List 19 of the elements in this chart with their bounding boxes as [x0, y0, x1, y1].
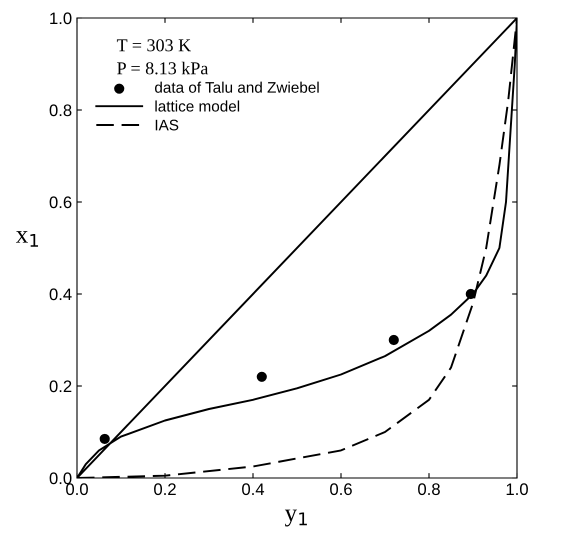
- x-tick-label: 1.0: [506, 483, 528, 496]
- annotation: P = 8.13 kPa: [117, 62, 208, 74]
- y-tick-label: 0.2: [50, 380, 72, 392]
- y-tick-label: 0.0: [50, 472, 72, 484]
- legend-label: IAS: [156, 120, 178, 130]
- x-tick-label: 0.0: [66, 483, 88, 496]
- x-tick-label: 0.8: [418, 483, 440, 496]
- y-tick-label: 1.0: [50, 12, 72, 24]
- y-axis-title: x$_{1}$: [16, 231, 38, 247]
- y-tick-label: 0.4: [50, 288, 72, 300]
- y-tick-label: 0.6: [50, 196, 72, 208]
- legend-label: lattice model: [155, 100, 240, 112]
- annotation: T = 303 K: [116, 39, 191, 52]
- y-tick-label: 0.8: [50, 104, 72, 116]
- legend-label: data of Talu and Zwiebel: [155, 82, 319, 93]
- x-tick-label: 0.4: [242, 483, 264, 496]
- x-tick-label: 0.2: [154, 483, 176, 496]
- x-axis-title: y$_{1}$: [284, 510, 307, 526]
- x-tick-label: 0.6: [330, 483, 352, 496]
